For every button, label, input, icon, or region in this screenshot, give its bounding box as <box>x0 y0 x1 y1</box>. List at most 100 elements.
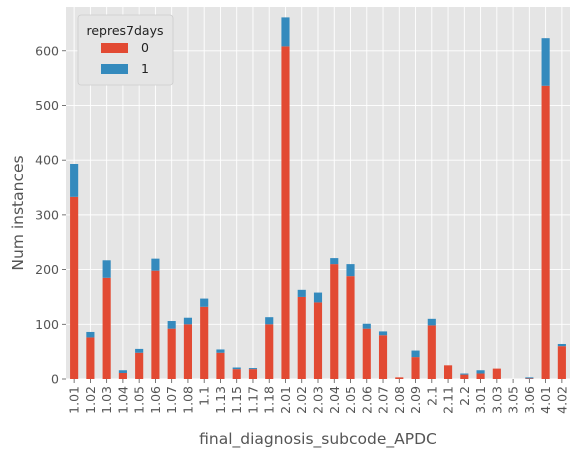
bar-segment-series-0 <box>281 46 290 379</box>
x-tick-label: 2.02 <box>294 386 309 414</box>
bar-segment-series-0 <box>330 264 339 379</box>
bar-segment-series-1 <box>557 343 566 347</box>
y-tick-label: 400 <box>35 153 59 168</box>
y-ticks: 0 100 200 300 400 500 600 <box>35 43 66 387</box>
bar-segment-series-0 <box>167 328 176 379</box>
x-tick-label: 3.03 <box>489 386 504 414</box>
x-tick-label: 1.17 <box>245 386 260 414</box>
bar-segment-series-0 <box>476 373 485 379</box>
bar-segment-series-0 <box>151 270 160 379</box>
x-tick-label: 2.05 <box>343 386 358 414</box>
legend-label-1: 1 <box>141 61 149 76</box>
bar-segment-series-0 <box>200 306 209 379</box>
y-tick-label: 0 <box>51 372 59 387</box>
bar-segment-series-1 <box>102 260 111 278</box>
x-tick-label: 4.01 <box>538 386 553 414</box>
bar-segment-series-0 <box>525 378 534 379</box>
bar-segment-series-1 <box>427 318 436 326</box>
bar-segment-series-1 <box>525 377 534 379</box>
x-ticks: 1.01 1.02 1.03 1.04 1.05 1.06 1.07 1.08 1.1 1.13 1… <box>67 379 569 414</box>
x-tick-label: 1.08 <box>180 386 195 414</box>
x-tick-label: 2.07 <box>376 386 391 414</box>
bar-segment-series-0 <box>411 357 420 379</box>
x-tick-label: 1.1 <box>197 386 212 406</box>
bar-segment-series-1 <box>216 349 225 353</box>
y-tick-label: 500 <box>35 98 59 113</box>
bar-segment-series-0 <box>70 196 79 379</box>
bar-segment-series-1 <box>346 264 355 277</box>
y-tick-label: 200 <box>35 262 59 277</box>
bar-segment-series-1 <box>265 317 274 325</box>
bar-segment-series-1 <box>362 323 371 329</box>
bar-segment-series-0 <box>378 335 388 379</box>
x-tick-label: 1.15 <box>229 386 244 414</box>
x-tick-label: 2.09 <box>408 386 423 414</box>
y-tick-label: 100 <box>35 317 59 332</box>
x-tick-label: 3.01 <box>473 386 488 414</box>
x-axis-label: final_diagnosis_subcode_APDC <box>199 430 437 449</box>
bar-segment-series-1 <box>70 164 79 197</box>
bar-segment-series-1 <box>541 38 550 86</box>
bar-segment-series-0 <box>460 374 469 379</box>
bar-segment-series-1 <box>248 368 258 370</box>
bar-segment-series-0 <box>135 352 144 379</box>
bar-segment-series-1 <box>378 331 388 336</box>
bar-segment-series-1 <box>476 370 485 374</box>
y-tick-label: 300 <box>35 207 59 222</box>
legend-swatch-0 <box>101 43 128 53</box>
x-tick-label: 1.18 <box>262 386 277 414</box>
bar-segment-series-0 <box>248 369 258 379</box>
x-tick-label: 2.2 <box>457 386 472 406</box>
x-tick-label: 2.08 <box>392 386 407 414</box>
x-tick-label: 1.03 <box>99 386 114 414</box>
x-tick-label: 1.01 <box>67 386 82 414</box>
bar-segment-series-1 <box>118 370 127 373</box>
bar-segment-series-0 <box>395 377 404 379</box>
y-tick-label: 600 <box>35 43 59 58</box>
bars <box>70 17 566 379</box>
x-tick-label: 1.06 <box>148 386 163 414</box>
bar-segment-series-1 <box>167 321 176 329</box>
bar-segment-series-1 <box>86 331 95 338</box>
bar-segment-series-0 <box>346 276 355 379</box>
bar-segment-series-1 <box>460 373 469 375</box>
bar-segment-series-0 <box>232 369 241 379</box>
x-tick-label: 1.07 <box>164 386 179 414</box>
bar-segment-series-0 <box>183 324 192 379</box>
bar-segment-series-0 <box>362 328 371 379</box>
x-tick-label: 1.04 <box>115 386 130 414</box>
bar-segment-series-0 <box>492 368 501 379</box>
x-tick-label: 3.05 <box>506 386 521 414</box>
bar-segment-series-1 <box>411 350 420 358</box>
bar-segment-series-0 <box>265 324 274 379</box>
x-tick-label: 1.05 <box>132 386 147 414</box>
bar-segment-series-0 <box>216 352 225 379</box>
x-tick-label: 2.01 <box>278 386 293 414</box>
x-tick-label: 2.06 <box>359 386 374 414</box>
x-tick-label: 2.04 <box>327 386 342 414</box>
bar-segment-series-1 <box>232 367 241 370</box>
bar-segment-series-0 <box>86 337 95 379</box>
y-axis-label: Num instances <box>9 155 27 270</box>
bar-segment-series-1 <box>200 298 209 307</box>
bar-segment-series-0 <box>102 277 111 379</box>
x-tick-label: 2.11 <box>441 386 456 414</box>
x-tick-label: 1.02 <box>83 386 98 414</box>
x-tick-label: 4.02 <box>554 386 569 414</box>
x-tick-label: 1.13 <box>213 386 228 414</box>
x-tick-label: 3.06 <box>522 386 537 414</box>
legend: repres7days 0 1 <box>77 14 174 86</box>
bar-segment-series-0 <box>313 302 323 379</box>
legend-swatch-1 <box>101 64 128 74</box>
bar-segment-series-1 <box>151 258 160 271</box>
bar-segment-series-1 <box>330 258 339 265</box>
bar-segment-series-0 <box>444 365 453 379</box>
x-tick-label: 2.03 <box>311 386 326 414</box>
bar-segment-series-1 <box>183 317 192 325</box>
bar-segment-series-1 <box>297 289 306 297</box>
bar-segment-series-0 <box>557 346 566 379</box>
bar-segment-series-0 <box>118 372 127 379</box>
bar-segment-series-1 <box>135 348 144 353</box>
bar-segment-series-1 <box>281 17 290 47</box>
